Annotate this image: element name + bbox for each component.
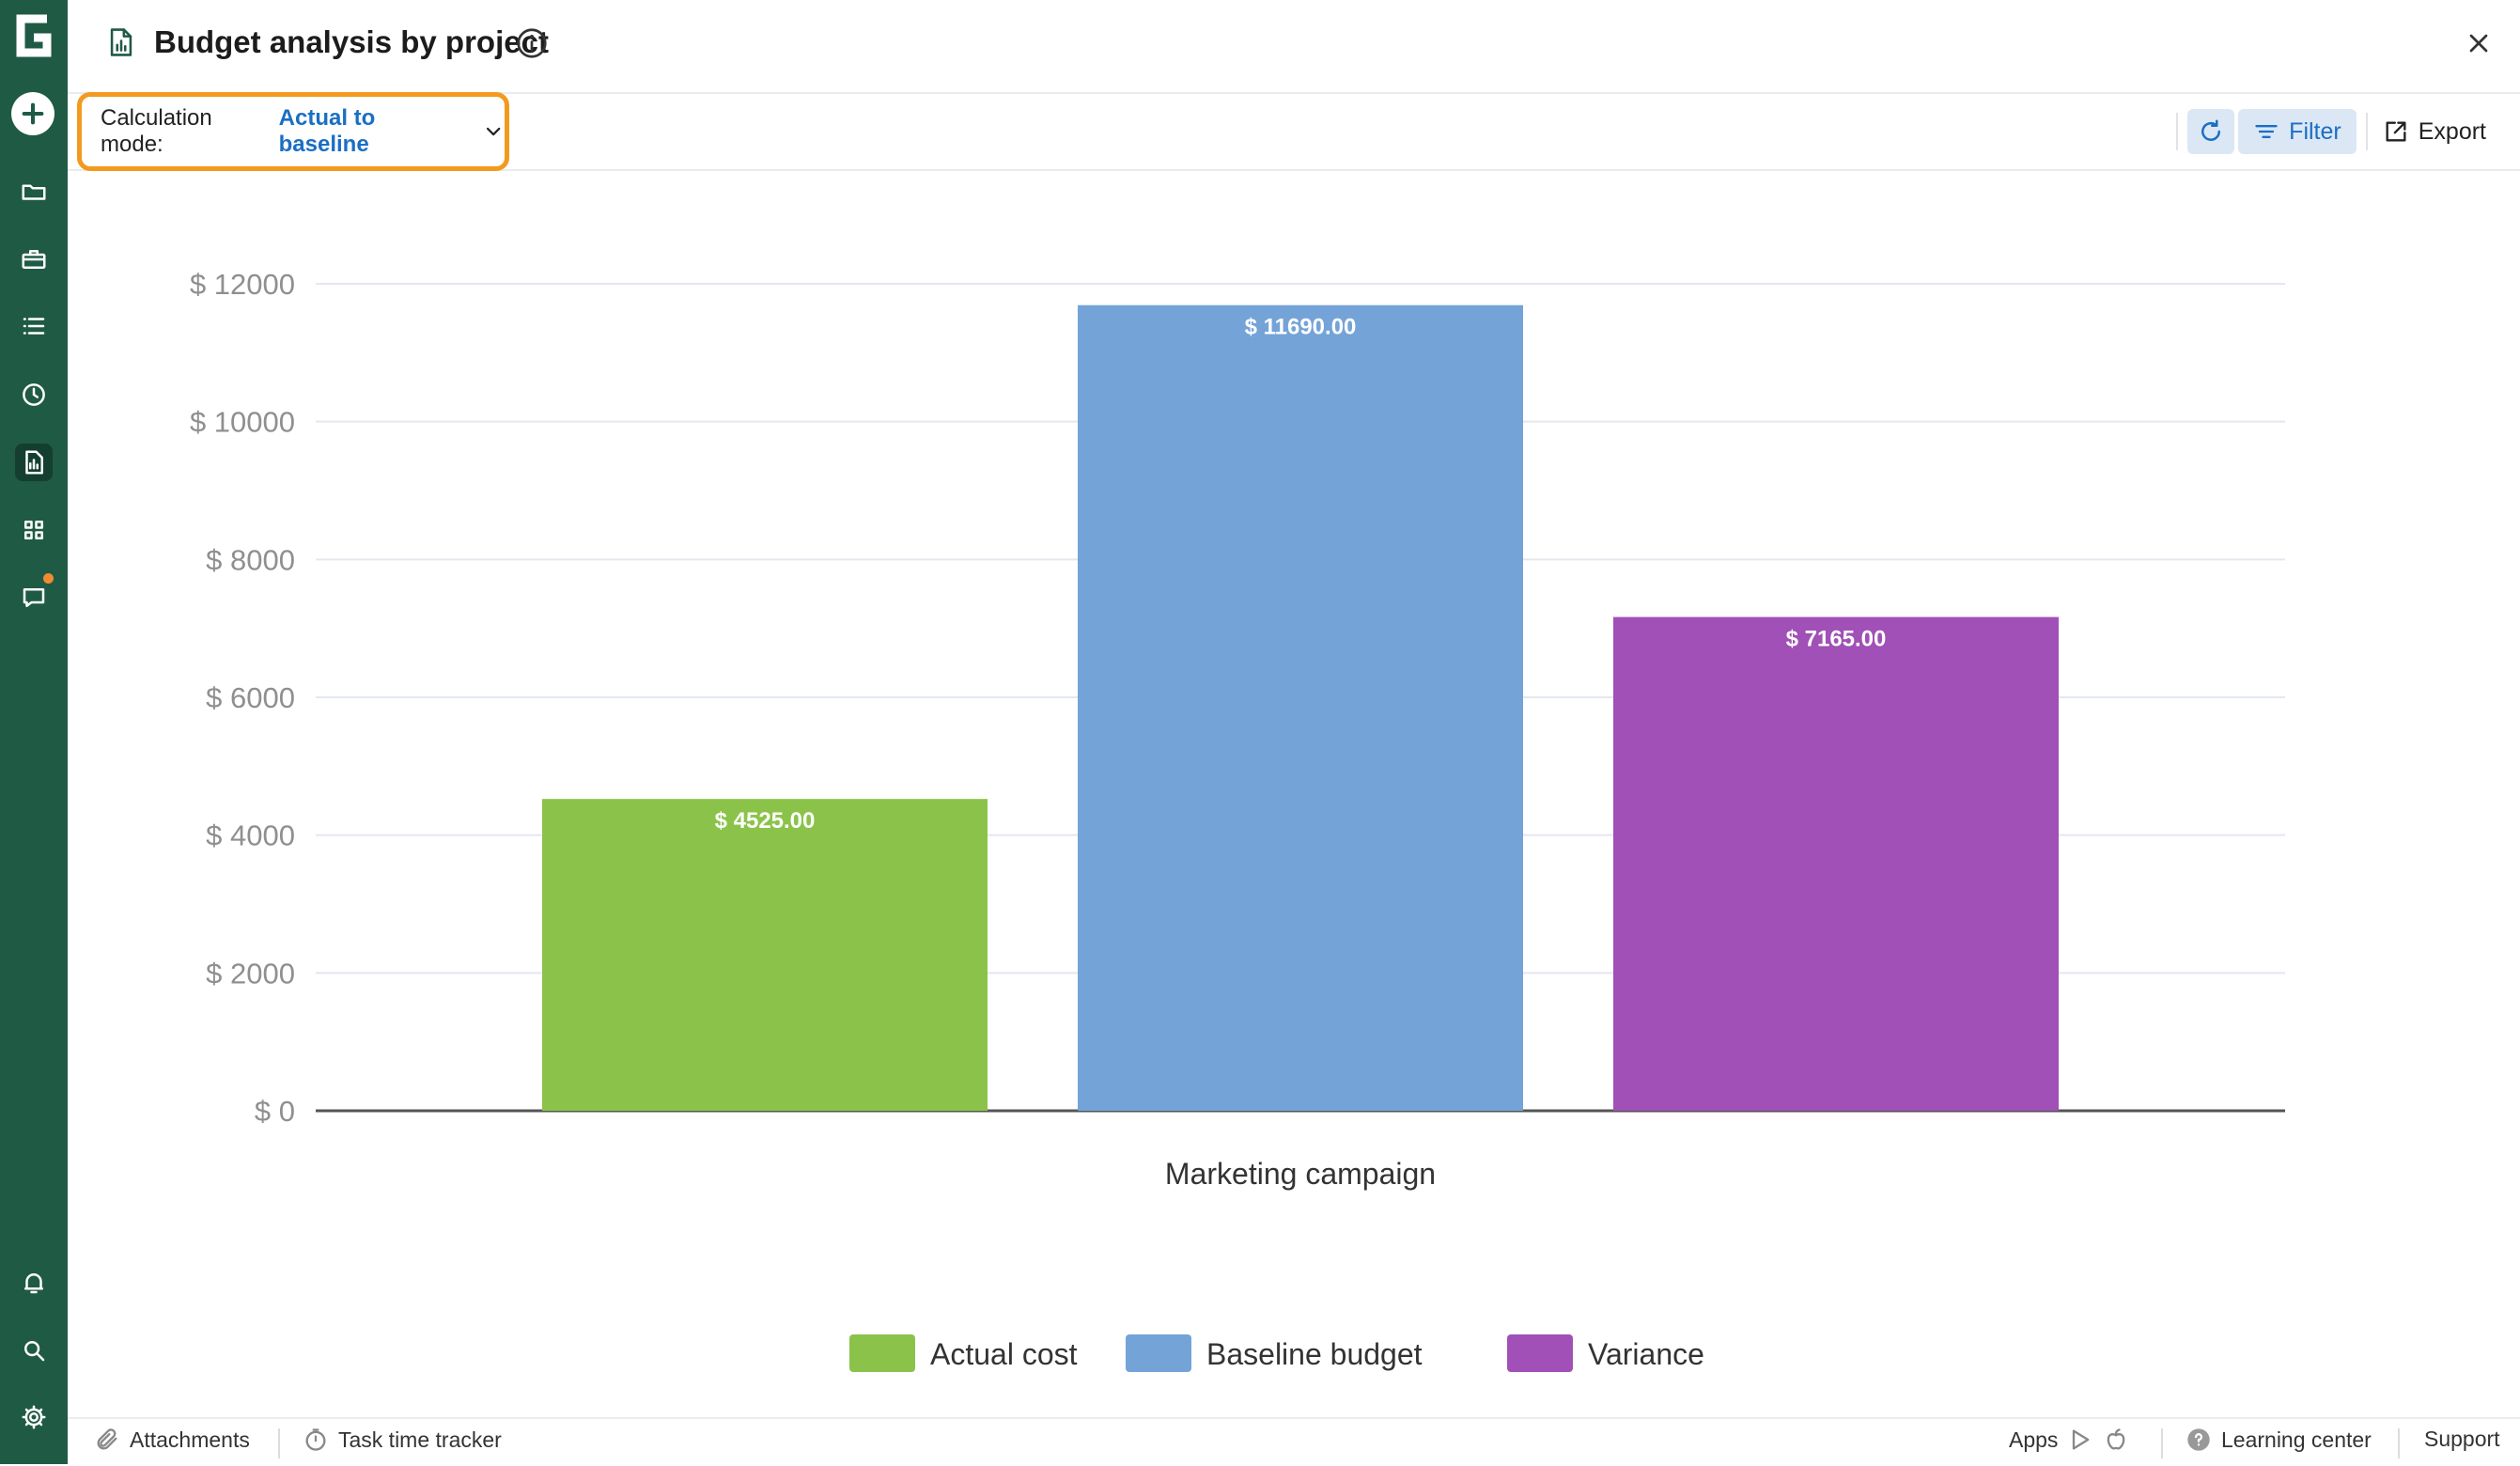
report-icon: [25, 450, 43, 475]
legend-label: Variance: [1588, 1337, 1704, 1371]
list-icon: [23, 318, 45, 335]
sidebar-item-chat[interactable]: [15, 579, 53, 616]
attachments-link[interactable]: Attachments: [94, 1427, 250, 1453]
sidebar: [0, 0, 68, 1464]
footer: Attachments Task time tracker Apps Learn…: [68, 1417, 2520, 1466]
y-tick-label: $ 6000: [206, 681, 295, 714]
apps-link[interactable]: Apps: [2009, 1427, 2129, 1453]
legend-label: Actual cost: [930, 1337, 1078, 1371]
support-link[interactable]: Support: [2424, 1427, 2500, 1452]
header: Budget analysis by project: [68, 0, 2520, 94]
bell-icon: [24, 1273, 43, 1294]
plus-icon: [22, 102, 44, 125]
chevron-down-icon: [486, 127, 501, 136]
refresh-button[interactable]: [2187, 109, 2235, 154]
search-icon: [24, 1341, 45, 1362]
y-tick-label: $ 4000: [206, 819, 295, 852]
sidebar-item-search[interactable]: [15, 1332, 53, 1369]
attachments-label: Attachments: [130, 1427, 250, 1452]
folder-icon: [22, 184, 46, 200]
learning-center-link[interactable]: Learning center: [2186, 1427, 2372, 1453]
toolbar-actions: Filter Export: [2167, 107, 2492, 156]
play-store-icon: [2073, 1429, 2090, 1450]
stopwatch-icon: [305, 1428, 326, 1451]
logo-icon[interactable]: [9, 9, 58, 62]
apps-label: Apps: [2009, 1427, 2059, 1452]
gear-icon: [22, 1405, 46, 1429]
footer-divider: [2161, 1428, 2163, 1458]
learning-center-label: Learning center: [2221, 1427, 2372, 1452]
x-category-label: Marketing campaign: [1165, 1157, 1436, 1191]
sidebar-item-portfolio[interactable]: [15, 241, 53, 278]
task-time-tracker-link[interactable]: Task time tracker: [303, 1427, 502, 1453]
clock-icon: [23, 383, 45, 406]
filter-icon: [2255, 125, 2278, 138]
export-label: Export: [2418, 117, 2486, 145]
apple-icon: [2108, 1428, 2125, 1450]
sidebar-item-projects[interactable]: [15, 173, 53, 211]
legend-label: Baseline budget: [1206, 1337, 1423, 1371]
y-tick-label: $ 2000: [206, 957, 295, 990]
sidebar-item-apps[interactable]: [15, 511, 53, 549]
info-icon[interactable]: [515, 26, 549, 60]
y-tick-label: $ 8000: [206, 543, 295, 576]
legend-swatch: [1126, 1334, 1191, 1372]
sidebar-item-time[interactable]: [15, 376, 53, 413]
y-tick-label: $ 12000: [190, 268, 295, 301]
toolbar: Calculation mode: Actual to baseline Fil…: [68, 92, 2520, 171]
paperclip-icon: [97, 1428, 117, 1450]
briefcase-icon: [22, 250, 46, 269]
bar-data-label: $ 4525.00: [715, 808, 816, 834]
notification-dot: [43, 573, 54, 584]
legend-swatch: [1507, 1334, 1573, 1372]
filter-label: Filter: [2289, 117, 2341, 145]
bar-data-label: $ 7165.00: [1786, 627, 1887, 652]
footer-divider: [2398, 1428, 2400, 1458]
calculation-mode-dropdown[interactable]: Calculation mode: Actual to baseline: [77, 92, 509, 171]
refresh-icon: [2201, 119, 2221, 141]
calculation-mode-label: Calculation mode:: [101, 105, 212, 157]
calculation-mode-value: Actual to baseline: [278, 105, 376, 157]
help-circle-icon: [2187, 1428, 2210, 1451]
footer-divider: [278, 1428, 280, 1458]
close-icon[interactable]: [2464, 28, 2494, 58]
sidebar-item-notifications[interactable]: [15, 1264, 53, 1302]
task-time-tracker-label: Task time tracker: [338, 1427, 502, 1452]
sidebar-item-settings[interactable]: [15, 1398, 53, 1436]
export-icon: [2386, 121, 2406, 142]
budget-bar-chart: $ 0 $ 2000 $ 4000 $ 6000 $ 8000 $ 10000 $ 1200…: [190, 268, 2285, 1372]
y-tick-label: $ 0: [255, 1095, 295, 1128]
report-icon: [110, 28, 132, 56]
add-button[interactable]: [11, 92, 54, 135]
legend-swatch: [849, 1334, 915, 1372]
sidebar-item-reports[interactable]: [15, 444, 53, 481]
bar-baseline-budget: [1078, 304, 1523, 1111]
y-tick-label: $ 10000: [190, 406, 295, 439]
apps-grid-icon: [24, 521, 43, 539]
toolbar-divider: [2365, 113, 2368, 150]
toolbar-divider: [2176, 113, 2179, 150]
sidebar-item-tasks[interactable]: [15, 307, 53, 345]
support-label: Support: [2424, 1427, 2500, 1451]
bar-data-label: $ 11690.00: [1245, 315, 1357, 340]
filter-button[interactable]: Filter: [2238, 109, 2357, 154]
page-title: Budget analysis by project: [154, 24, 549, 59]
bar-variance: [1613, 616, 2059, 1111]
export-button[interactable]: Export: [2377, 109, 2492, 154]
chat-icon: [23, 588, 45, 607]
bar-actual-cost: [542, 799, 988, 1111]
